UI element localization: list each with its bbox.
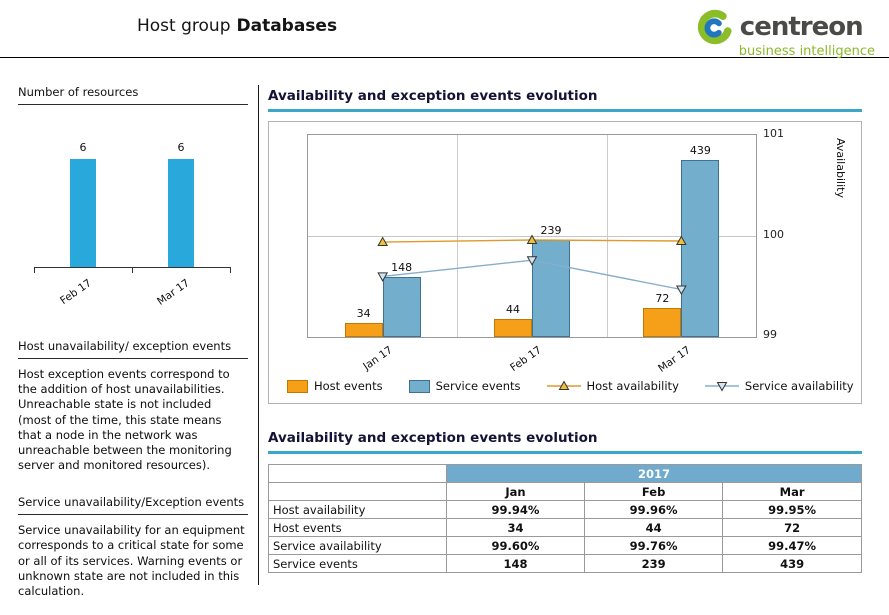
table-year-row: 2017 — [268, 464, 863, 483]
table-blank-cell — [268, 464, 447, 483]
row-label: Service availability — [268, 536, 447, 555]
table-cell: 72 — [722, 518, 862, 537]
header: Host group Databases centreon business in… — [0, 0, 889, 59]
bar-value-label: 34 — [356, 307, 371, 320]
row-label: Host events — [268, 518, 447, 537]
bar-value-label: 148 — [391, 261, 413, 274]
chart-legend: Host events Service events Host availabili… — [287, 379, 854, 393]
table-row: Service availability 99.60% 99.76% 99.47… — [268, 536, 862, 555]
table-row: Host events 34 44 72 — [268, 518, 862, 537]
legend-label: Host availability — [586, 379, 679, 393]
availability-table: 2017 Jan Feb Mar Host availability 99.94… — [268, 464, 863, 573]
resources-chart: 6 Feb 17 6 Mar 17 — [18, 105, 248, 317]
axis-tick — [230, 267, 231, 273]
table-row: Host availability 99.94% 99.96% 99.95% — [268, 500, 862, 519]
bar-value-label: 439 — [689, 144, 711, 157]
centreon-swirl-icon — [695, 5, 737, 49]
page-title-hostgroup: Databases — [236, 16, 338, 36]
service-availability-line-swatch-icon — [704, 382, 739, 392]
table-cell: 239 — [584, 554, 724, 573]
host-events-section-title: Host unavailability/ exception events — [18, 339, 248, 359]
resource-x-label: Mar 17 — [155, 277, 192, 308]
table-row: Service events 148 239 439 — [268, 554, 862, 573]
host-events-swatch-icon — [287, 379, 308, 393]
host-availability-line-swatch-icon — [546, 380, 581, 390]
sidebar: Number of resources 6 Feb 17 6 Mar 17 Host … — [18, 85, 248, 615]
table-section-title: Availability and exception events evolut… — [268, 430, 862, 454]
bar-value-label: 44 — [506, 303, 520, 316]
table-cell: 99.76% — [584, 536, 724, 555]
legend-label: Service availability — [744, 379, 854, 393]
table-column-header-feb: Feb — [584, 482, 724, 501]
centreon-logo-row: centreon — [695, 5, 875, 49]
table-cell: 44 — [584, 518, 724, 537]
table-cell: 99.47% — [722, 536, 862, 555]
row-label: Host availability — [268, 500, 447, 519]
legend-item-host-events: Host events — [287, 379, 383, 393]
host-events-bar — [494, 319, 532, 337]
axis-tick — [34, 267, 35, 273]
centreon-logo-text: centreon — [739, 12, 864, 42]
table-column-header-jan: Jan — [445, 482, 586, 501]
service-events-bar — [681, 160, 720, 337]
legend-item-service-availability: Service availability — [704, 379, 854, 393]
y2-tick: 99 — [763, 328, 777, 341]
table-cell: 99.60% — [445, 536, 586, 555]
service-events-swatch-icon — [408, 379, 430, 393]
service-events-bar — [382, 277, 421, 337]
host-events-bar — [643, 308, 682, 337]
bar-value-label: 72 — [655, 292, 670, 305]
y2-tick: 100 — [763, 228, 784, 241]
combo-plot: 34 148 44 239 72 439 — [307, 134, 757, 338]
y2-tick: 101 — [763, 127, 784, 140]
table-month-row: Jan Feb Mar — [268, 482, 862, 501]
table-cell: 99.94% — [445, 500, 586, 519]
resources-plot: 6 Feb 17 6 Mar 17 — [34, 141, 231, 308]
bar-value-label: 239 — [540, 224, 562, 237]
table-year-header: 2017 — [445, 464, 863, 483]
host-events-bar — [344, 323, 383, 337]
resource-bar-value: 6 — [177, 141, 185, 154]
table-cell: 34 — [445, 518, 586, 537]
host-events-description: Host exception events correspond to the … — [18, 367, 232, 473]
combo-chart: 34 148 44 239 72 439 101 100 99 Availability … — [268, 121, 862, 404]
chart-section-title: Availability and exception events evolut… — [268, 88, 862, 112]
table-cell: 99.95% — [722, 500, 862, 519]
y2-axis-title: Availability — [834, 138, 847, 198]
service-events-bar — [532, 240, 570, 337]
table-cell: 148 — [445, 554, 586, 573]
legend-label: Host events — [314, 379, 383, 393]
service-events-description: Service unavailability for an equipment … — [18, 523, 245, 598]
resource-bar-value: 6 — [79, 141, 87, 154]
page-title: Host group Databases — [137, 16, 337, 36]
main-content: Availability and exception events evolut… — [268, 88, 863, 573]
table-column-header-mar: Mar — [722, 482, 862, 501]
resource-bar — [70, 159, 96, 267]
row-label: Service events — [268, 554, 447, 573]
resource-x-label: Feb 17 — [58, 277, 94, 308]
legend-item-service-events: Service events — [408, 379, 521, 393]
resources-section-title: Number of resources — [18, 85, 248, 105]
legend-item-host-availability: Host availability — [546, 379, 679, 393]
axis-tick — [132, 267, 133, 273]
table-cell: 99.96% — [584, 500, 724, 519]
page-title-prefix: Host group — [137, 16, 231, 36]
vertical-divider — [258, 85, 259, 585]
legend-label: Service events — [435, 379, 521, 393]
centreon-logo: centreon business intelligence — [695, 5, 875, 59]
service-events-section-title: Service unavailability/Exception events — [18, 495, 248, 516]
table-cell: 439 — [722, 554, 862, 573]
resource-bar — [168, 159, 194, 267]
centreon-logo-subtext: business intelligence — [738, 44, 875, 59]
table-blank-cell — [268, 482, 447, 501]
